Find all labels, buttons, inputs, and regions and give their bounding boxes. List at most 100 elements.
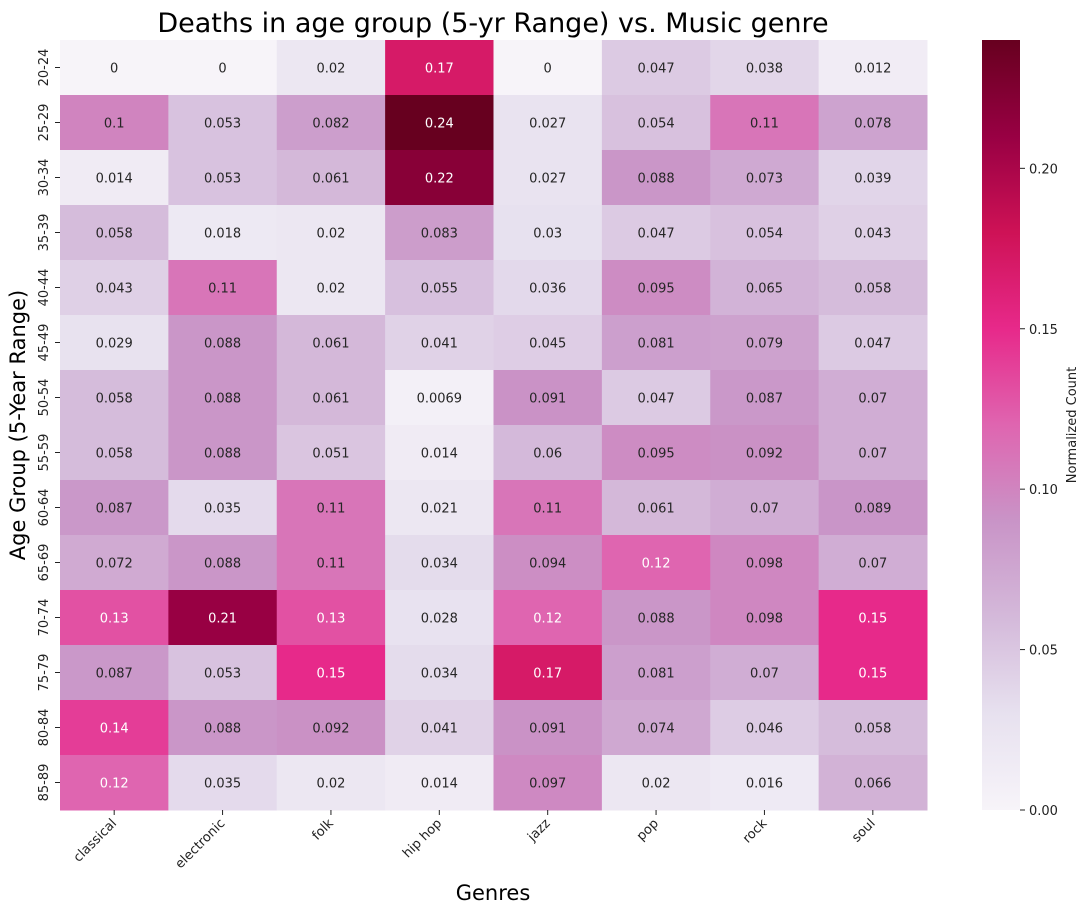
y-tick-label: 50-54 (37, 379, 52, 417)
cell-value-label: 0.21 (208, 612, 237, 627)
cell-value-label: 0.087 (96, 502, 133, 517)
y-tick-label: 60-64 (37, 489, 52, 527)
heatmap-cell (493, 645, 603, 701)
heatmap-cell (601, 95, 711, 151)
cell-value-label: 0.012 (854, 62, 891, 77)
heatmap-cell (710, 700, 820, 756)
cell-value-label: 0.014 (421, 777, 458, 792)
heatmap-cell (276, 95, 386, 151)
x-tick-label: rock (740, 816, 771, 847)
heatmap-cell (710, 40, 820, 96)
heatmap-cell (818, 315, 928, 371)
heatmap-cell (601, 755, 711, 811)
cell-value-label: 0.098 (746, 557, 783, 572)
cell-value-label: 0.073 (746, 172, 783, 187)
heatmap-cell (168, 590, 278, 646)
heatmap-cell (601, 40, 711, 96)
cell-value-label: 0.02 (642, 777, 671, 792)
heatmap-cell (168, 700, 278, 756)
cell-value-label: 0.11 (208, 282, 237, 297)
heatmap-cell (385, 205, 494, 261)
cell-value-label: 0.088 (204, 337, 241, 352)
cell-value-label: 0.07 (858, 447, 887, 462)
cell-value-label: 0.07 (858, 392, 887, 407)
y-tick-label: 45-49 (37, 324, 52, 362)
heatmap-cell (276, 755, 386, 811)
cell-value-label: 0.014 (421, 447, 458, 462)
cell-value-label: 0.054 (746, 227, 783, 242)
y-tick-label: 40-44 (37, 269, 52, 307)
heatmap-cell (60, 480, 169, 536)
cell-value-label: 0.021 (421, 502, 458, 517)
colorbar-tick-label: 0.15 (1029, 323, 1058, 338)
heatmap-cell (818, 205, 928, 261)
cell-value-label: 0.06 (533, 447, 562, 462)
cell-value-label: 0.028 (421, 612, 458, 627)
heatmap-cell (60, 645, 169, 701)
heatmap-cell (168, 315, 278, 371)
cell-value-label: 0.035 (204, 777, 241, 792)
y-tick-label: 65-69 (37, 544, 52, 582)
x-axis-label: Genres (456, 881, 531, 905)
x-axis-ticks: classical electronic folk hip hop jazz pop roc… (71, 810, 879, 872)
heatmap-cell (385, 40, 494, 96)
heatmap-cell (168, 205, 278, 261)
cell-value-label: 0.061 (312, 172, 349, 187)
cell-value-label: 0.089 (854, 502, 891, 517)
cell-value-label: 0.029 (96, 337, 133, 352)
heatmap-cell (710, 95, 820, 151)
heatmap-cell (601, 260, 711, 316)
heatmap-cell (385, 645, 494, 701)
heatmap-cell (818, 40, 928, 96)
heatmap-cell (276, 590, 386, 646)
cell-value-label: 0.12 (533, 612, 562, 627)
heatmap-cell (710, 755, 820, 811)
cell-value-label: 0.091 (529, 392, 566, 407)
heatmap-cell (493, 260, 603, 316)
y-tick-label: 55-59 (37, 434, 52, 472)
colorbar-tick-label: 0.05 (1029, 644, 1058, 659)
x-tick-label: electronic (173, 816, 229, 872)
heatmap-cell (493, 150, 603, 206)
heatmap-cell (276, 425, 386, 481)
cell-value-label: 0.15 (316, 667, 345, 682)
cell-value-label: 0.018 (204, 227, 241, 242)
heatmap-cell (385, 95, 494, 151)
heatmap-cell (168, 645, 278, 701)
x-tick-label: pop (634, 816, 662, 844)
heatmap-cell (601, 590, 711, 646)
heatmap-cell (168, 480, 278, 536)
cell-value-label: 0.078 (854, 117, 891, 132)
heatmap-cell (493, 425, 603, 481)
cell-value-label: 0.14 (100, 722, 129, 737)
cell-value-label: 0.034 (421, 667, 458, 682)
y-tick-label: 30-34 (37, 159, 52, 197)
heatmap-cell (601, 535, 711, 591)
heatmap-cell (168, 370, 278, 426)
cell-value-label: 0.058 (96, 447, 133, 462)
cell-value-label: 0.088 (637, 612, 674, 627)
cell-value-label: 0 (218, 62, 226, 77)
heatmap-cell (601, 645, 711, 701)
cell-value-label: 0.027 (529, 117, 566, 132)
heatmap-cell (601, 150, 711, 206)
heatmap-cell (168, 425, 278, 481)
heatmap-cell (276, 150, 386, 206)
heatmap-cell (710, 425, 820, 481)
y-tick-label: 85-89 (37, 764, 52, 802)
heatmap-cell (60, 425, 169, 481)
cell-value-label: 0.22 (425, 172, 454, 187)
cell-value-label: 0.088 (204, 722, 241, 737)
cell-value-label: 0.061 (312, 337, 349, 352)
cell-value-label: 0.055 (421, 282, 458, 297)
cell-value-label: 0.061 (312, 392, 349, 407)
y-tick-label: 25-29 (37, 104, 52, 142)
heatmap-cell (493, 95, 603, 151)
colorbar: 0.00 0.05 0.10 0.15 0.20 (982, 40, 1058, 819)
cell-value-label: 0.07 (858, 557, 887, 572)
cell-value-label: 0.091 (529, 722, 566, 737)
cell-value-label: 0.081 (637, 667, 674, 682)
heatmap-cell (601, 480, 711, 536)
cell-value-label: 0.097 (529, 777, 566, 792)
